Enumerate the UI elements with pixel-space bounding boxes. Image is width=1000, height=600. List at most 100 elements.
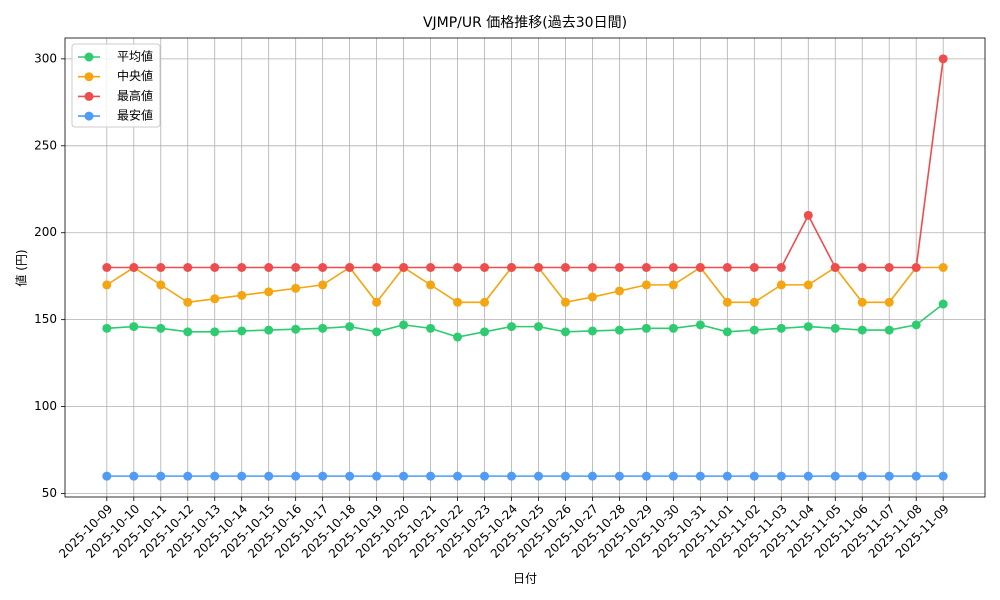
- data-point: [803, 471, 813, 481]
- data-point: [183, 263, 193, 272]
- data-point: [237, 290, 247, 300]
- data-point: [695, 471, 705, 481]
- plot: [102, 54, 948, 481]
- data-point: [183, 297, 193, 307]
- data-point: [318, 471, 328, 481]
- data-point: [668, 471, 678, 481]
- data-point: [587, 263, 597, 272]
- data-point: [641, 280, 651, 290]
- data-point: [507, 471, 517, 481]
- data-point: [480, 327, 490, 337]
- data-point: [722, 471, 732, 481]
- legend-label: 最高値: [117, 88, 153, 103]
- data-point: [480, 297, 490, 307]
- data-point: [156, 323, 166, 333]
- data-point: [426, 280, 436, 290]
- data-point: [857, 471, 867, 481]
- y-tick-label: 50: [42, 486, 57, 500]
- data-point: [749, 471, 759, 481]
- axes-frame: [64, 37, 986, 498]
- data-point: [641, 471, 651, 481]
- legend-label: 最安値: [117, 108, 153, 123]
- data-point: [453, 332, 463, 342]
- data-point: [210, 294, 220, 304]
- data-point: [102, 323, 112, 333]
- data-point: [102, 280, 112, 290]
- data-point: [830, 323, 840, 333]
- data-point: [830, 263, 840, 272]
- data-point: [264, 287, 274, 297]
- data-point: [264, 263, 274, 272]
- data-point: [264, 471, 274, 481]
- y-tick-label: 150: [34, 312, 57, 326]
- data-point: [938, 471, 948, 481]
- data-point: [749, 325, 759, 335]
- y-tick-label: 200: [34, 225, 57, 239]
- legend-marker: [84, 72, 94, 82]
- data-point: [399, 320, 409, 330]
- data-point: [776, 263, 786, 272]
- data-point: [668, 263, 678, 272]
- data-point: [102, 263, 112, 272]
- data-point: [749, 297, 759, 307]
- data-point: [614, 286, 624, 296]
- data-point: [129, 471, 139, 481]
- data-point: [210, 263, 220, 272]
- data-point: [291, 283, 301, 293]
- data-point: [399, 471, 409, 481]
- data-point: [776, 280, 786, 290]
- data-point: [399, 263, 409, 272]
- data-point: [749, 263, 759, 272]
- data-point: [318, 263, 328, 272]
- data-point: [453, 471, 463, 481]
- data-point: [560, 327, 570, 337]
- x-axis-label: 日付: [513, 572, 537, 586]
- data-point: [857, 297, 867, 307]
- data-point: [695, 263, 705, 272]
- data-point: [803, 280, 813, 290]
- data-point: [291, 471, 301, 481]
- data-point: [857, 325, 867, 335]
- data-point: [318, 280, 328, 290]
- data-point: [345, 471, 355, 481]
- data-point: [156, 471, 166, 481]
- data-point: [587, 292, 597, 302]
- data-point: [911, 320, 921, 330]
- data-point: [237, 471, 247, 481]
- chart-title: VJMP/UR 価格推移(過去30日間): [423, 15, 627, 31]
- data-point: [533, 322, 543, 332]
- y-tick-label: 100: [34, 399, 57, 413]
- data-point: [453, 297, 463, 307]
- data-point: [911, 471, 921, 481]
- data-point: [318, 323, 328, 333]
- data-point: [507, 322, 517, 332]
- data-point: [884, 471, 894, 481]
- data-point: [237, 263, 247, 272]
- data-point: [938, 263, 948, 272]
- y-axis-label: 値 (円): [14, 249, 29, 286]
- data-point: [884, 297, 894, 307]
- data-point: [614, 325, 624, 335]
- data-point: [857, 263, 867, 272]
- data-point: [372, 327, 382, 337]
- legend-marker: [84, 91, 94, 101]
- legend-label: 平均値: [117, 49, 153, 64]
- data-point: [372, 297, 382, 307]
- legend-box: [71, 43, 161, 128]
- data-point: [722, 263, 732, 272]
- data-point: [291, 324, 301, 334]
- data-point: [480, 471, 490, 481]
- data-point: [938, 299, 948, 309]
- data-point: [776, 471, 786, 481]
- data-point: [129, 263, 139, 272]
- data-point: [156, 280, 166, 290]
- data-point: [641, 263, 651, 272]
- data-point: [183, 327, 193, 337]
- data-point: [533, 263, 543, 272]
- data-point: [129, 322, 139, 332]
- data-point: [372, 471, 382, 481]
- data-point: [830, 471, 840, 481]
- data-point: [722, 327, 732, 337]
